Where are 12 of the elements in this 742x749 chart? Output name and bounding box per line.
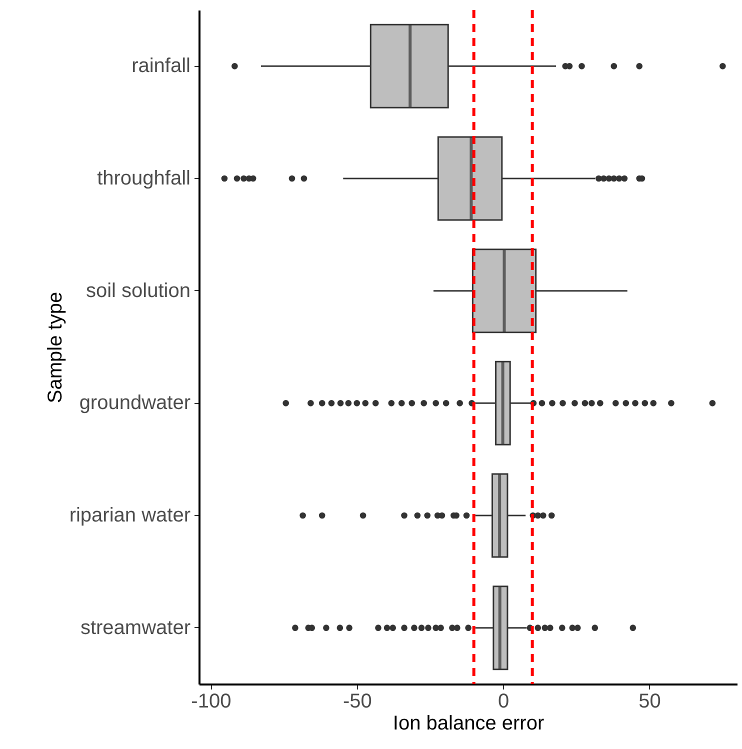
y-tick-label: groundwater — [79, 392, 191, 414]
x-tick-label: -100 — [191, 690, 232, 712]
y-tick-label: soil solution — [86, 280, 190, 302]
y-axis-title: Sample type — [44, 292, 66, 404]
x-tick-label: -50 — [342, 690, 372, 712]
x-tick-label: 0 — [498, 690, 510, 712]
y-tick-label: riparian water — [69, 504, 191, 526]
x-axis-title: Ion balance error — [392, 712, 544, 734]
x-tick-label: 50 — [638, 690, 661, 712]
y-tick-label: throughfall — [97, 168, 190, 190]
y-tick-label: rainfall — [132, 55, 190, 78]
y-tick-label: streamwater — [80, 616, 191, 639]
